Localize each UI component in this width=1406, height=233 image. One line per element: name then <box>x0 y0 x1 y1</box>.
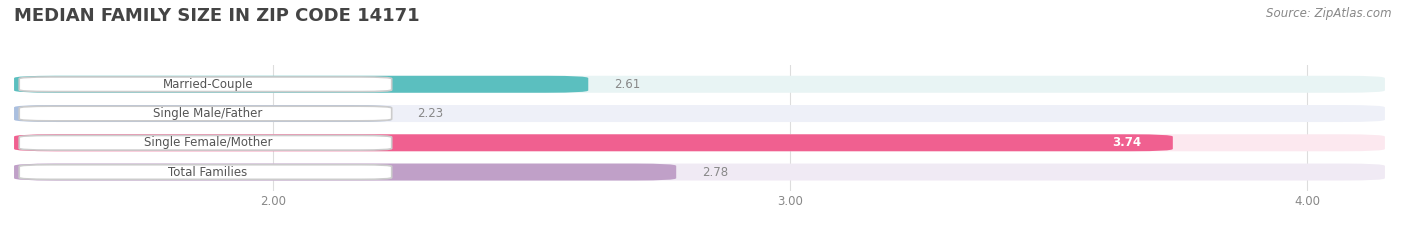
FancyBboxPatch shape <box>14 76 1385 93</box>
FancyBboxPatch shape <box>14 76 588 93</box>
Text: Single Male/Father: Single Male/Father <box>153 107 263 120</box>
FancyBboxPatch shape <box>14 134 1173 151</box>
Text: Single Female/Mother: Single Female/Mother <box>143 136 273 149</box>
Text: MEDIAN FAMILY SIZE IN ZIP CODE 14171: MEDIAN FAMILY SIZE IN ZIP CODE 14171 <box>14 7 419 25</box>
FancyBboxPatch shape <box>14 105 1385 122</box>
Text: 2.61: 2.61 <box>614 78 640 91</box>
FancyBboxPatch shape <box>14 134 1385 151</box>
Text: Source: ZipAtlas.com: Source: ZipAtlas.com <box>1267 7 1392 20</box>
FancyBboxPatch shape <box>20 135 392 150</box>
Text: Married-Couple: Married-Couple <box>163 78 253 91</box>
Text: Total Families: Total Families <box>169 165 247 178</box>
Text: 2.78: 2.78 <box>702 165 728 178</box>
FancyBboxPatch shape <box>20 106 392 121</box>
FancyBboxPatch shape <box>14 164 1385 181</box>
FancyBboxPatch shape <box>14 105 392 122</box>
FancyBboxPatch shape <box>14 164 676 181</box>
Text: 3.74: 3.74 <box>1112 136 1142 149</box>
FancyBboxPatch shape <box>20 165 392 179</box>
Text: 2.23: 2.23 <box>418 107 444 120</box>
FancyBboxPatch shape <box>20 77 392 92</box>
